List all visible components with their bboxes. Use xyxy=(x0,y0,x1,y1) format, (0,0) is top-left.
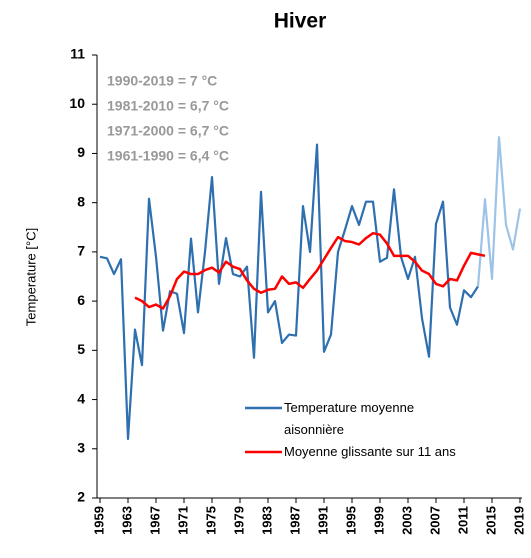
x-tick-label: 1963 xyxy=(119,506,134,535)
annotation: 1981-2010 = 6,7 °C xyxy=(107,98,229,114)
y-tick-label: 5 xyxy=(77,341,85,357)
y-tick-label: 3 xyxy=(77,439,85,455)
x-tick-label: 1967 xyxy=(147,506,162,535)
chart-title: Hiver xyxy=(274,10,327,33)
x-tick-label: 1995 xyxy=(343,506,358,535)
y-tick-label: 6 xyxy=(77,292,85,308)
y-tick-label: 10 xyxy=(69,95,85,111)
x-tick-label: 1959 xyxy=(91,506,106,535)
x-tick-label: 1975 xyxy=(203,506,218,535)
y-tick-label: 11 xyxy=(70,46,85,62)
x-tick-label: 2007 xyxy=(427,506,442,535)
y-tick-label: 8 xyxy=(77,193,85,209)
x-tick-label: 1987 xyxy=(287,506,302,535)
annotation: 1961-1990 = 6,4 °C xyxy=(107,148,229,164)
x-tick-label: 2015 xyxy=(483,506,498,535)
legend-label: Moyenne glissante sur 11 ans xyxy=(284,444,456,459)
x-tick-label: 1983 xyxy=(259,506,274,535)
data-line xyxy=(134,231,486,310)
y-tick-label: 7 xyxy=(77,243,85,259)
x-tick-label: 1971 xyxy=(175,506,190,535)
x-tick-label: 1979 xyxy=(231,506,246,535)
x-tick-label: 2003 xyxy=(399,506,414,535)
y-tick-label: 2 xyxy=(77,489,85,505)
x-tick-label: 2011 xyxy=(455,506,470,534)
annotation: 1990-2019 = 7 °C xyxy=(107,73,217,89)
annotation: 1971-2000 = 6,7 °C xyxy=(107,123,229,139)
data-line xyxy=(99,143,479,441)
y-tick-label: 4 xyxy=(77,390,85,406)
legend-label: Temperature moyenne aisonnière xyxy=(284,400,415,437)
y-tick-label: 9 xyxy=(77,144,85,160)
data-line xyxy=(476,136,522,287)
x-tick-label: 1999 xyxy=(371,506,386,535)
y-axis-label: Temperature [°C] xyxy=(23,228,38,326)
legend-label-box: Moyenne glissante sur 11 ans xyxy=(284,444,456,459)
legend-label-box: Temperature moyenne aisonnière xyxy=(284,400,415,437)
x-tick-label: 1991 xyxy=(315,506,330,535)
x-tick-label: 2019 xyxy=(511,506,526,535)
